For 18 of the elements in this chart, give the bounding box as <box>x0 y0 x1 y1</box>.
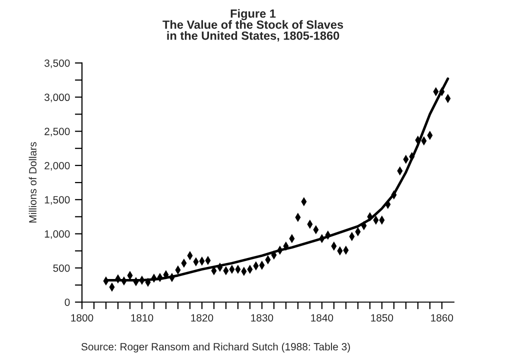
x-tick-label: 1840 <box>311 314 334 322</box>
x-tick-label: 1830 <box>251 314 274 322</box>
y-tick-label: 2,500 <box>44 128 70 136</box>
y-tick-label: 1,000 <box>44 230 70 239</box>
y-tick-label: 3,000 <box>44 94 70 102</box>
y-tick-label: 0 <box>64 298 70 306</box>
y-tick-label: 2,000 <box>44 162 70 171</box>
x-tick-label: 1820 <box>191 314 214 322</box>
y-axis-title: Millions of Dollars <box>28 142 36 222</box>
x-tick-label: 1810 <box>131 314 154 322</box>
x-tick-label: 1850 <box>371 314 394 322</box>
x-tick-label: 1800 <box>71 314 94 322</box>
y-tick-label: 500 <box>53 264 70 272</box>
y-tick-label: 3,500 <box>44 59 70 68</box>
x-tick-label: 1860 <box>431 314 454 322</box>
source-note: Source: Roger Ransom and Richard Sutch (1988: Table 3) <box>81 342 350 352</box>
y-tick-label: 1,500 <box>44 196 70 205</box>
chart-title: Figure 1 The Value of the Stock of Slaves in the United States, 1805-1860 <box>162 9 344 42</box>
